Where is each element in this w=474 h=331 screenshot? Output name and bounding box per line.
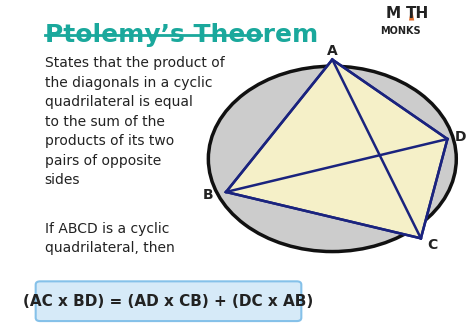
Text: TH: TH	[406, 6, 429, 21]
Text: (AC x BD) = (AD x CB) + (DC x AB): (AC x BD) = (AD x CB) + (DC x AB)	[23, 294, 314, 309]
Text: A: A	[327, 44, 337, 58]
Text: If ABCD is a cyclic
quadrilateral, then: If ABCD is a cyclic quadrilateral, then	[45, 222, 174, 255]
Polygon shape	[226, 60, 447, 238]
Text: D: D	[455, 130, 466, 144]
Polygon shape	[409, 7, 414, 21]
Text: B: B	[203, 188, 214, 202]
Text: Ptolemy’s Theorem: Ptolemy’s Theorem	[45, 23, 318, 47]
Circle shape	[209, 66, 456, 252]
Text: M: M	[385, 6, 401, 21]
FancyBboxPatch shape	[36, 281, 301, 321]
Text: States that the product of
the diagonals in a cyclic
quadrilateral is equal
to t: States that the product of the diagonals…	[45, 56, 224, 187]
Text: C: C	[427, 238, 437, 252]
Text: MONKS: MONKS	[380, 26, 420, 36]
